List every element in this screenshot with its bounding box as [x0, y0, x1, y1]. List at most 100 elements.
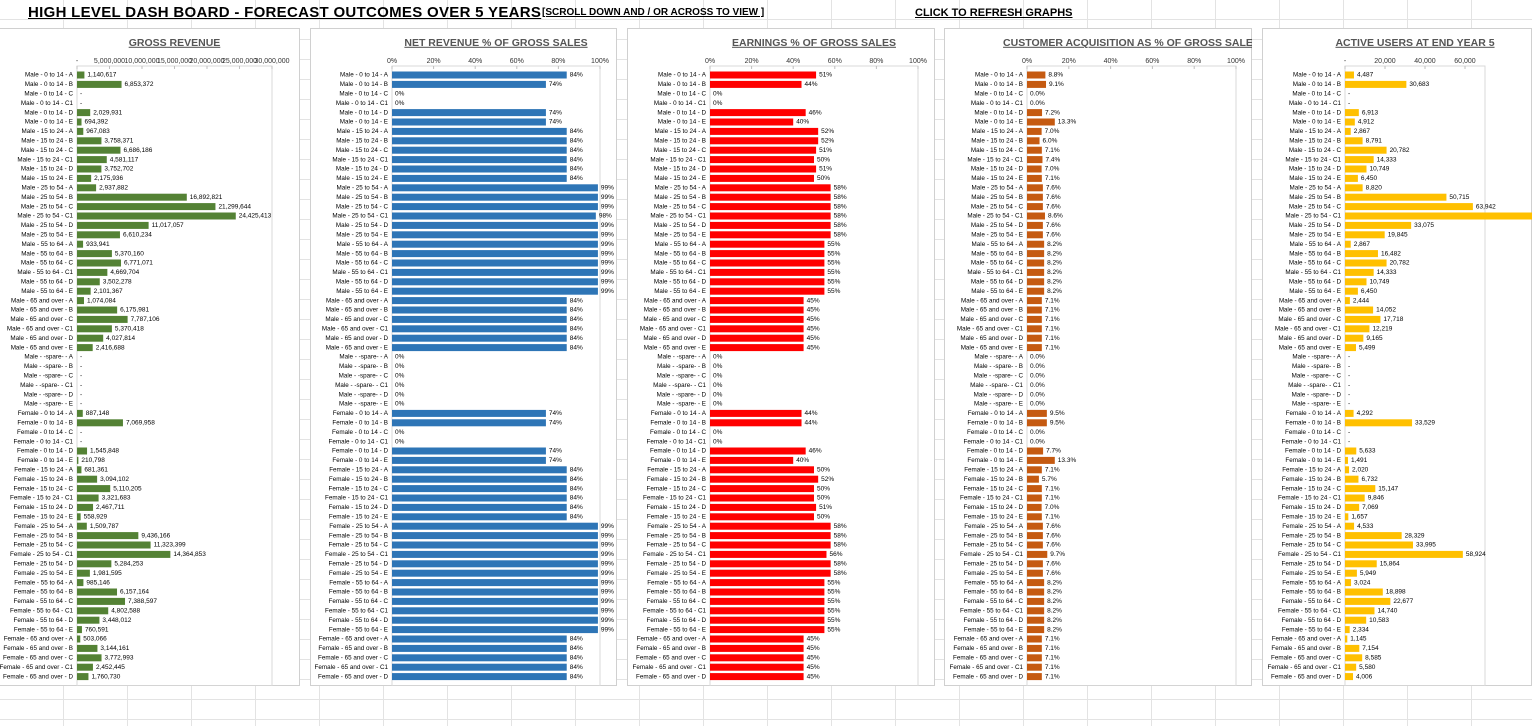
bar — [77, 109, 91, 117]
value-label: 6,157,164 — [120, 589, 149, 596]
chart-title: EARNINGS % OF GROSS SALES — [732, 37, 896, 49]
value-label: 45% — [807, 297, 820, 304]
category-label: Female - 15 to 24 - C1 — [643, 495, 706, 502]
category-label: Male - 65 and over - A — [1279, 297, 1342, 304]
bar — [1345, 109, 1359, 117]
category-label: Male - -spare- - C — [1292, 372, 1342, 379]
value-label: 12,219 — [1372, 326, 1392, 333]
category-label: Male - -spare- - D — [1292, 391, 1342, 398]
value-label: 99% — [601, 194, 614, 201]
bar — [77, 644, 98, 652]
category-label: Male - 25 to 54 - B — [21, 194, 73, 201]
x-tick-label: 25,000,000 — [222, 58, 257, 65]
category-label: Male - 55 to 64 - A — [655, 241, 707, 248]
x-tick-label: 40% — [786, 58, 800, 65]
refresh-link[interactable]: CLICK TO REFRESH GRAPHS — [915, 7, 1073, 19]
value-label: 7.1% — [1045, 326, 1060, 333]
value-label: 51% — [819, 147, 832, 154]
value-label: - — [80, 354, 82, 361]
category-label: Male - -spare- - B — [24, 363, 73, 370]
bar — [710, 259, 825, 267]
bar — [392, 456, 546, 464]
bar — [710, 71, 817, 79]
bar — [1345, 212, 1532, 220]
value-label: 99% — [601, 269, 614, 276]
value-label: 7.6% — [1046, 570, 1061, 577]
bar — [392, 663, 567, 671]
value-label: 56% — [829, 551, 842, 558]
bar — [1345, 419, 1413, 427]
value-label: 50,715 — [1449, 194, 1469, 201]
category-label: Female - 0 to 14 - C — [17, 429, 73, 436]
value-label: 0% — [713, 429, 723, 436]
bar — [1027, 644, 1042, 652]
category-label: Female - 25 to 54 - D — [329, 560, 389, 567]
value-label: 0% — [395, 391, 405, 398]
category-label: Male - 25 to 54 - E — [21, 231, 73, 238]
bar — [1027, 344, 1042, 352]
bar — [392, 673, 567, 681]
value-label: 5,949 — [1360, 570, 1377, 577]
category-label: Male - 25 to 54 - B — [336, 194, 388, 201]
bar — [1027, 250, 1045, 258]
value-label: 4,006 — [1356, 673, 1373, 680]
value-label: 74% — [549, 109, 562, 116]
category-label: Female - 65 and over - D — [636, 673, 706, 680]
category-label: Male - 0 to 14 - A — [975, 72, 1024, 79]
bar — [77, 588, 118, 596]
category-label: Male - 0 to 14 - C — [1292, 90, 1341, 97]
category-label: Female - 65 and over - C1 — [315, 664, 389, 671]
category-label: Male - -spare- - D — [657, 391, 707, 398]
value-label: 0.0% — [1030, 91, 1045, 98]
category-label: Female - 65 and over - D — [1271, 673, 1341, 680]
value-label: 7.6% — [1046, 532, 1061, 539]
category-label: Female - 25 to 54 - C — [1282, 542, 1342, 549]
bar — [1027, 118, 1055, 126]
category-label: Male - 25 to 54 - E — [971, 231, 1023, 238]
value-label: 2,334 — [1353, 626, 1370, 633]
value-label: 99% — [601, 579, 614, 586]
value-label: 30,683 — [1409, 81, 1429, 88]
value-label: 6,175,981 — [120, 307, 149, 314]
value-label: 9.1% — [1049, 81, 1064, 88]
value-label: 7.1% — [1045, 664, 1060, 671]
category-label: Female - 0 to 14 - B — [650, 419, 706, 426]
bar — [77, 268, 108, 276]
category-label: Male - 0 to 14 - E — [975, 119, 1023, 126]
category-label: Female - 55 to 64 - A — [1282, 579, 1342, 586]
bar — [1345, 635, 1348, 643]
bar — [77, 579, 84, 587]
category-label: Female - 0 to 14 - C1 — [647, 438, 707, 445]
value-label: 7.6% — [1046, 232, 1061, 239]
category-label: Male - 0 to 14 - C — [974, 90, 1023, 97]
bar — [77, 174, 92, 182]
category-label: Male - 65 and over - C1 — [640, 325, 707, 332]
category-label: Female - 55 to 64 - D — [964, 617, 1024, 624]
category-label: Male - 25 to 54 - D — [654, 222, 707, 229]
category-label: Male - 65 and over - B — [11, 307, 73, 314]
bar — [77, 494, 99, 502]
value-label: 7.1% — [1045, 344, 1060, 351]
bar — [1345, 475, 1359, 483]
category-label: Female - 15 to 24 - E — [1282, 513, 1341, 520]
category-label: Male - 25 to 54 - E — [654, 231, 706, 238]
bar — [392, 259, 598, 267]
category-label: Male - 0 to 14 - C1 — [654, 100, 707, 107]
value-label: 6,853,372 — [125, 81, 154, 88]
bar — [710, 212, 831, 220]
value-label: 28,329 — [1405, 532, 1425, 539]
category-label: Female - 15 to 24 - C — [964, 485, 1024, 492]
bar — [77, 447, 88, 455]
x-tick-label: - — [1344, 58, 1347, 65]
category-label: Female - 0 to 14 - A — [1286, 410, 1342, 417]
value-label: 51% — [819, 166, 832, 173]
value-label: 58% — [834, 570, 847, 577]
category-label: Female - 25 to 54 - A — [964, 523, 1024, 530]
category-label: Male - 25 to 54 - C1 — [17, 213, 73, 220]
bar — [1345, 663, 1357, 671]
value-label: 6,450 — [1361, 175, 1378, 182]
category-label: Female - 25 to 54 - A — [329, 523, 389, 530]
bar — [77, 278, 100, 286]
category-label: Male - 15 to 24 - C1 — [17, 156, 73, 163]
category-label: Female - 55 to 64 - D — [329, 617, 389, 624]
